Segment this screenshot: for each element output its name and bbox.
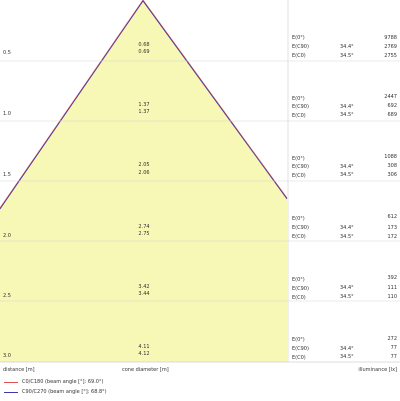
diameter-c0: 2.05 <box>138 162 150 168</box>
legend-label-c0: C0/C180 (beam angle [°]: 69.0°) <box>22 379 104 385</box>
e0-value: 272 <box>387 336 397 342</box>
ec90-value: 308 <box>387 163 397 169</box>
ec90-label: E(C90) <box>292 44 309 50</box>
ec90-label: E(C90) <box>292 104 309 110</box>
legend-item-c0: C0/C180 (beam angle [°]: 69.0°) <box>0 379 140 386</box>
ec90-angle: 34.4° <box>340 346 354 352</box>
ec90-value: 173 <box>387 225 397 231</box>
illuminance-axis-label: illuminance [lx] <box>358 367 397 373</box>
ec0-value: 2755 <box>384 53 397 59</box>
diameter-c90: 4.12 <box>138 351 150 357</box>
ec90-label: E(C90) <box>292 164 309 170</box>
ec0-value: 172 <box>387 234 397 240</box>
diameter-c90: 2.75 <box>138 231 150 237</box>
ec90-angle: 34.4° <box>340 44 354 50</box>
distance-label: 1.5 <box>3 172 11 178</box>
diameter-c0: 2.74 <box>138 224 150 230</box>
e0-value: 612 <box>387 214 397 220</box>
ec90-label: E(C90) <box>292 346 309 352</box>
ec0-value: 110 <box>387 294 397 300</box>
distance-label: 0.5 <box>3 50 11 56</box>
cone-diameter-axis-label: cone diameter [m] <box>122 367 169 373</box>
ec0-angle: 34.5° <box>340 294 354 300</box>
diameter-c0: 4.11 <box>138 344 150 350</box>
ec90-angle: 34.4° <box>340 164 354 170</box>
legend-swatch-c0 <box>4 382 18 383</box>
ec0-angle: 34.5° <box>340 354 354 360</box>
ec0-label: E(C0) <box>292 355 306 361</box>
ec0-angle: 34.5° <box>340 53 354 59</box>
ec90-value: 77 <box>390 345 397 351</box>
ec90-angle: 34.4° <box>340 104 354 110</box>
ec0-label: E(C0) <box>292 234 306 240</box>
e0-label: E(0°) <box>292 96 305 102</box>
ec0-label: E(C0) <box>292 173 306 179</box>
diameter-c90: 3.44 <box>138 291 150 297</box>
ec90-value: 111 <box>387 285 397 291</box>
e0-value: 392 <box>387 275 397 281</box>
e0-value: 1088 <box>384 154 397 160</box>
ec0-angle: 34.5° <box>340 234 354 240</box>
ec0-label: E(C0) <box>292 113 306 119</box>
e0-label: E(0°) <box>292 277 305 283</box>
ec0-value: 689 <box>387 112 397 118</box>
distance-label: 1.0 <box>3 111 11 117</box>
diameter-c0: 0.68 <box>138 42 150 48</box>
diameter-c90: 1.37 <box>138 109 150 115</box>
distance-label: 3.0 <box>3 353 11 359</box>
ec90-angle: 34.4° <box>340 225 354 231</box>
ec0-angle: 34.5° <box>340 112 354 118</box>
ec0-label: E(C0) <box>292 295 306 301</box>
cone-edge-c0 <box>0 0 288 209</box>
e0-value: 2447 <box>384 94 397 100</box>
legend-item-c90: C90/C270 (beam angle [°]: 68.8°) <box>0 389 140 396</box>
legend-swatch-c90 <box>4 392 18 393</box>
ec90-value: 692 <box>387 103 397 109</box>
e0-label: E(0°) <box>292 35 305 41</box>
ec0-label: E(C0) <box>292 53 306 59</box>
e0-label: E(0°) <box>292 216 305 222</box>
ec90-label: E(C90) <box>292 225 309 231</box>
ec90-angle: 34.4° <box>340 285 354 291</box>
e0-label: E(0°) <box>292 337 305 343</box>
diameter-c90: 2.06 <box>138 170 150 176</box>
diameter-c0: 1.37 <box>138 102 150 108</box>
distance-label: 2.0 <box>3 233 11 239</box>
cone-edge-c90 <box>0 0 288 210</box>
distance-label: 2.5 <box>3 293 11 299</box>
diameter-c0: 3.42 <box>138 284 150 290</box>
e0-value: 9788 <box>384 35 397 41</box>
ec90-value: 2769 <box>384 44 397 50</box>
distance-axis-label: distance [m] <box>3 367 35 373</box>
ec90-label: E(C90) <box>292 286 309 292</box>
e0-label: E(0°) <box>292 156 305 162</box>
legend-label-c90: C90/C270 (beam angle [°]: 68.8°) <box>22 389 107 395</box>
ec0-value: 306 <box>387 172 397 178</box>
diameter-c90: 0.69 <box>138 49 150 55</box>
ec0-angle: 34.5° <box>340 172 354 178</box>
ec0-value: 77 <box>390 354 397 360</box>
